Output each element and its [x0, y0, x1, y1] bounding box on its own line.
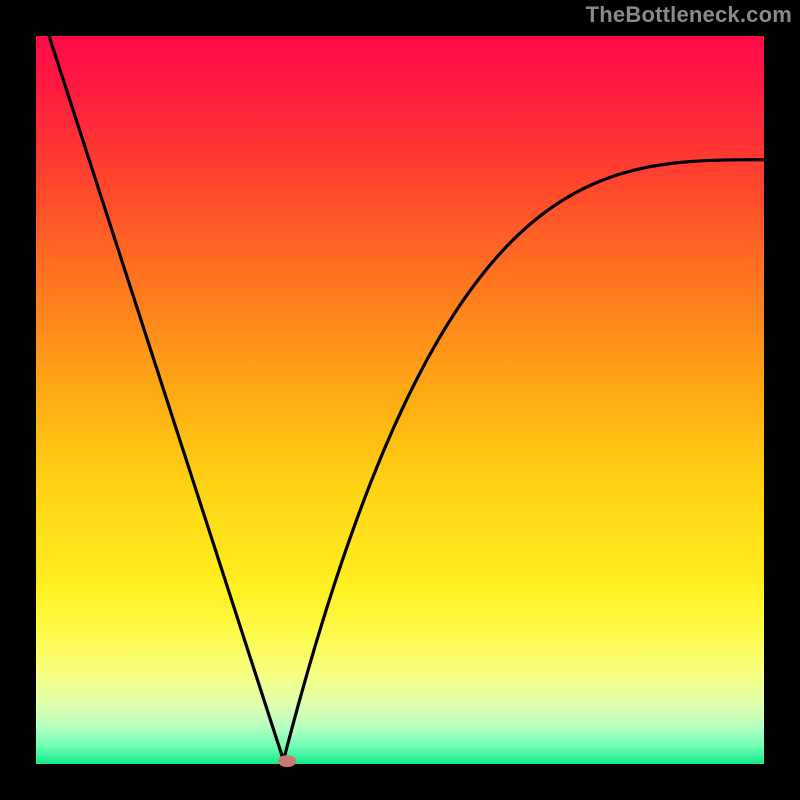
plot-gradient	[36, 36, 764, 764]
chart-svg	[0, 0, 800, 800]
dip-marker	[278, 755, 296, 767]
watermark-text: TheBottleneck.com	[586, 2, 792, 28]
